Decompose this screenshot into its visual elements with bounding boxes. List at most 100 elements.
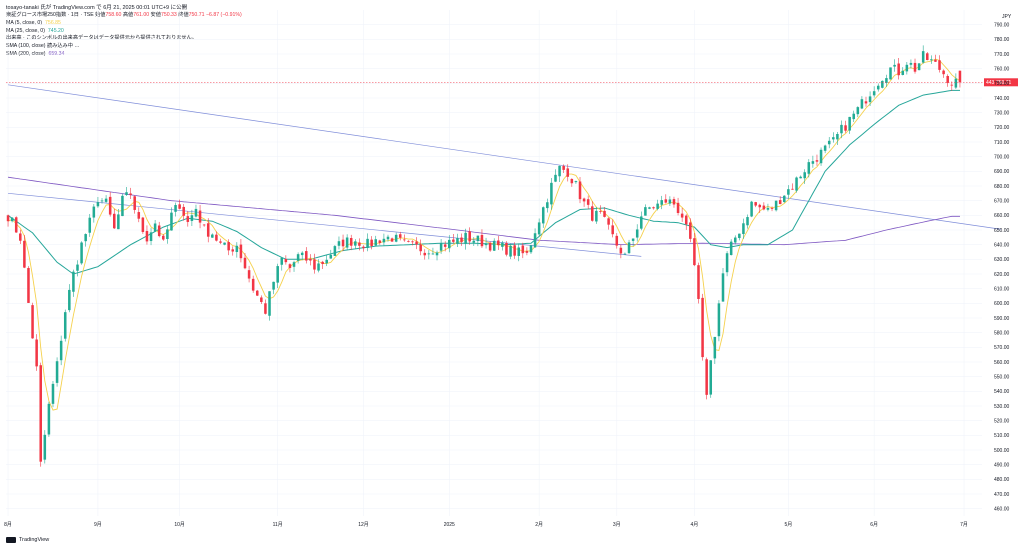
candle-body — [366, 238, 369, 248]
y-tick-label: 600.00 — [994, 301, 1010, 307]
candle-body — [497, 240, 500, 246]
y-tick-label: 740.00 — [994, 96, 1010, 102]
candle-body — [378, 240, 382, 243]
candle-body — [190, 215, 194, 221]
candle-body — [88, 217, 92, 233]
candle — [590, 201, 594, 222]
candle-body — [926, 53, 929, 61]
x-tick-label: 2月 — [535, 522, 543, 528]
candle — [725, 251, 729, 277]
time-axis: 8月 9月 10月 11月 12月 2025 2月 3月 4月 5月 6月 7月 — [4, 522, 968, 528]
candle-body — [738, 233, 741, 239]
candle-body — [774, 200, 778, 211]
candle-body — [546, 202, 549, 209]
candle — [231, 246, 235, 256]
candle — [738, 233, 741, 241]
candle-body — [235, 245, 239, 253]
indicator-volume[interactable]: 出来高 · このシンボルの出来高データはデータ提供元から提供されておりません。 — [6, 35, 197, 42]
candle-body — [652, 207, 655, 209]
candle-body — [23, 240, 26, 268]
y-tick-label: 750.00 — [994, 81, 1010, 87]
candle — [644, 204, 647, 216]
candle-body — [100, 200, 104, 202]
candle-body — [819, 149, 823, 164]
candle — [652, 206, 655, 210]
candle-body — [153, 223, 157, 232]
candle — [905, 62, 909, 75]
candle-body — [827, 140, 831, 145]
y-tick-label: 700.00 — [994, 154, 1010, 160]
candle — [615, 233, 619, 249]
candle — [836, 131, 839, 146]
candle-body — [80, 242, 83, 264]
indicator-ma5[interactable]: MA (5, close, 0) 756.85 — [6, 19, 61, 26]
indicator-ma25[interactable]: MA (25, close, 0) 745.20 — [6, 27, 64, 34]
candle-body — [337, 241, 341, 246]
candle-body — [680, 213, 684, 218]
candle — [104, 195, 108, 204]
candle-body — [541, 207, 545, 224]
candle — [349, 234, 353, 251]
y-tick-label: 590.00 — [994, 316, 1010, 322]
candle-body — [166, 229, 169, 240]
candle-body — [443, 244, 447, 247]
ohlc-close: 終値750.71 — [178, 12, 205, 18]
candle-body — [300, 252, 304, 256]
candle-body — [746, 217, 749, 226]
candle-body — [913, 62, 917, 72]
candle-body — [231, 249, 235, 252]
candle — [456, 233, 459, 247]
candle — [55, 357, 59, 387]
candle — [672, 196, 676, 208]
candle — [292, 260, 296, 272]
candle — [468, 227, 471, 245]
price-badge-value: 750.71 — [996, 80, 1012, 86]
candle-body — [644, 207, 647, 216]
candle — [23, 234, 26, 269]
candle — [742, 218, 745, 239]
y-tick-label: 570.00 — [994, 345, 1010, 351]
tradingview-logo-icon — [6, 537, 16, 543]
candle-body — [513, 245, 516, 256]
candle-body — [243, 257, 247, 269]
candle — [166, 225, 169, 244]
candle — [762, 202, 766, 211]
candle-body — [439, 243, 443, 251]
y-tick-label: 720.00 — [994, 125, 1010, 131]
candle — [497, 235, 500, 250]
candle-body — [950, 84, 954, 86]
candle-body — [488, 242, 492, 251]
candle — [660, 195, 663, 210]
x-tick-label: 3月 — [613, 522, 621, 528]
candle-body — [876, 85, 880, 90]
candle — [300, 251, 304, 261]
candle — [476, 235, 480, 247]
candle-body — [329, 254, 333, 259]
y-tick-label: 640.00 — [994, 242, 1010, 248]
candle — [145, 225, 149, 245]
candle — [684, 214, 688, 230]
candle — [546, 198, 549, 213]
candle — [464, 228, 467, 250]
candle — [901, 67, 905, 76]
candle-body — [705, 359, 708, 395]
candle — [791, 183, 794, 190]
candle-body — [823, 145, 827, 151]
candle-body — [942, 70, 945, 75]
candle-body — [149, 232, 153, 242]
candle-body — [566, 168, 570, 177]
candle-body — [272, 281, 275, 290]
trendline — [7, 84, 1001, 230]
candle-body — [640, 216, 643, 229]
candle-body — [345, 237, 349, 248]
candle-body — [14, 217, 18, 233]
candle — [558, 165, 561, 183]
candle-body — [627, 242, 631, 254]
price-axis: 460.00 470.00 480.00 490.00 500.00 510.00 520.… — [994, 14, 1012, 512]
candle-body — [255, 290, 259, 296]
indicator-sma100[interactable]: SMA (100, close) 読み込み中 … — [6, 43, 80, 50]
x-tick-label: 5月 — [784, 522, 792, 528]
candle-body — [170, 212, 173, 231]
candle-body — [288, 264, 292, 268]
